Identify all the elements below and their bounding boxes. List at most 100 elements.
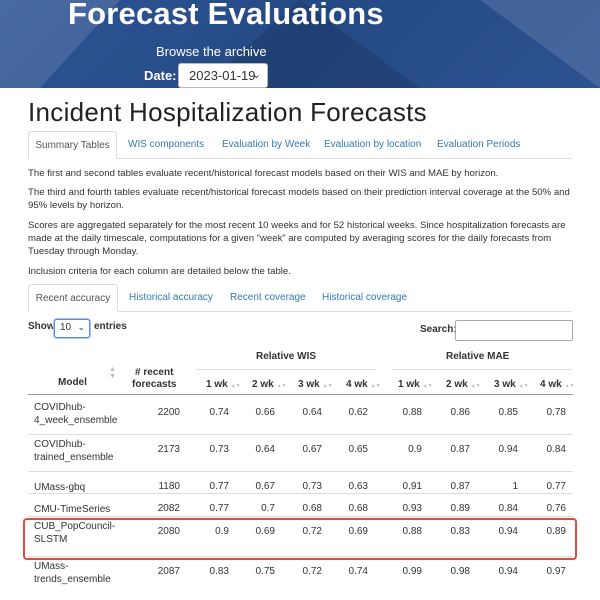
site-title: Forecast Evaluations: [68, 0, 384, 31]
col-horizon-label: 2 wk: [446, 379, 468, 390]
intro-paragraph-3: Scores are aggregated separately for the…: [28, 220, 566, 257]
mae-value-cell: 1: [512, 481, 518, 492]
sort-icon: ▲▼: [322, 383, 333, 389]
col-horizon-label: 4 wk: [346, 379, 368, 390]
sort-icon: ▲▼: [518, 383, 529, 389]
mae-value-cell: 0.89: [546, 526, 566, 537]
tab-historical-accuracy[interactable]: Historical accuracy: [129, 292, 213, 303]
tab-recent-coverage[interactable]: Recent coverage: [230, 292, 306, 303]
col-horizon-mae-3[interactable]: 3 wk ▲▼: [494, 379, 529, 390]
wis-value-cell: 0.65: [348, 444, 368, 455]
mae-value-cell: 0.91: [402, 481, 422, 492]
wis-value-cell: 0.77: [209, 503, 229, 514]
col-horizon-mae-2[interactable]: 2 wk ▲▼: [446, 379, 481, 390]
tab-evaluation-by-location[interactable]: Evaluation by location: [324, 139, 422, 150]
mae-value-cell: 0.9: [408, 444, 422, 455]
col-recent-forecasts[interactable]: # recent forecasts: [132, 367, 176, 391]
wis-value-cell: 0.64: [255, 444, 275, 455]
wis-value-cell: 0.69: [255, 526, 275, 537]
mae-value-cell: 0.98: [450, 566, 470, 577]
wis-value-cell: 0.9: [215, 526, 229, 537]
col-horizon-wis-3[interactable]: 3 wk ▲▼: [298, 379, 333, 390]
entries-length-select[interactable]: 10 ⌄: [54, 319, 90, 338]
page-title: Incident Hospitalization Forecasts: [28, 97, 427, 127]
tab-wis-components[interactable]: WIS components: [128, 139, 205, 150]
mae-value-cell: 0.94: [498, 566, 518, 577]
model-name-line2: trends_ensemble: [34, 574, 111, 585]
tab-historical-coverage[interactable]: Historical coverage: [322, 292, 408, 303]
header-bottom-line: [28, 394, 573, 395]
mae-value-cell: 0.89: [450, 503, 470, 514]
tab-recent-accuracy[interactable]: Recent accuracy: [28, 284, 118, 312]
wis-value-cell: 0.68: [348, 503, 368, 514]
col-model[interactable]: Model: [58, 377, 87, 388]
col-forecasts-line2: forecasts: [132, 379, 177, 390]
mae-value-cell: 0.84: [498, 503, 518, 514]
accuracy-tabs: Recent accuracy Historical accuracy Rece…: [28, 284, 572, 312]
archive-text: Browse the archive: [156, 44, 267, 59]
model-name-line1: UMass-: [34, 561, 69, 572]
mae-value-cell: 0.99: [402, 566, 422, 577]
col-model-label: Model: [58, 377, 87, 388]
wis-value-cell: 0.72: [302, 526, 322, 537]
col-horizon-label: 4 wk: [540, 379, 562, 390]
show-label: Show: [28, 321, 55, 332]
mae-value-cell: 0.76: [546, 503, 566, 514]
wis-value-cell: 0.66: [255, 407, 275, 418]
row-divider: [28, 493, 573, 494]
forecasts-cell: 2173: [157, 444, 180, 455]
col-horizon-mae-4[interactable]: 4 wk ▲▼: [540, 379, 575, 390]
model-name-cell: CMU-TimeSeries: [34, 503, 110, 516]
col-horizon-label: 2 wk: [252, 379, 274, 390]
model-name-cell: COVIDhub-trained_ensemble: [34, 438, 114, 464]
relative-wis-header: Relative WIS: [256, 351, 317, 362]
mae-group-divider: [392, 369, 572, 370]
sort-icon: ▲▼: [470, 383, 481, 389]
col-horizon-label: 1 wk: [398, 379, 420, 390]
wis-value-cell: 0.7: [261, 503, 275, 514]
col-horizon-mae-1[interactable]: 1 wk ▲▼: [398, 379, 433, 390]
search-input[interactable]: [455, 320, 573, 341]
wis-value-cell: 0.62: [348, 407, 368, 418]
date-label: Date:: [144, 68, 177, 83]
wis-value-cell: 0.73: [302, 481, 322, 492]
forecasts-cell: 2087: [157, 566, 180, 577]
model-name-line1: CUB_PopCouncil-: [34, 521, 116, 532]
date-select[interactable]: 2023-01-19 ⌄: [178, 63, 268, 88]
model-name-line2: trained_ensemble: [34, 452, 114, 463]
sort-icon: ▲▼: [109, 366, 116, 380]
mae-value-cell: 0.84: [546, 444, 566, 455]
forecasts-cell: 2200: [157, 407, 180, 418]
sort-icon: ▲▼: [370, 383, 381, 389]
wis-value-cell: 0.68: [302, 503, 322, 514]
col-horizon-wis-2[interactable]: 2 wk ▲▼: [252, 379, 287, 390]
forecasts-cell: 2082: [157, 503, 180, 514]
wis-group-divider: [196, 369, 376, 370]
model-name-cell: COVIDhub- 4_week_ensemble: [34, 401, 117, 427]
tab-evaluation-by-week[interactable]: Evaluation by Week: [222, 139, 311, 150]
col-horizon-wis-4[interactable]: 4 wk ▲▼: [346, 379, 381, 390]
entries-length-value: 10: [60, 322, 72, 333]
model-name-line1: COVIDhub-: [34, 439, 86, 450]
tab-evaluation-periods[interactable]: Evaluation Periods: [437, 139, 521, 150]
mae-value-cell: 0.94: [498, 444, 518, 455]
wis-value-cell: 0.64: [302, 407, 322, 418]
sort-icon: ▲▼: [422, 383, 433, 389]
model-name-cell: UMass-trends_ensemble: [34, 560, 111, 586]
wis-value-cell: 0.63: [348, 481, 368, 492]
main-tabs: Summary Tables WIS components Evaluation…: [28, 131, 572, 159]
col-horizon-wis-1[interactable]: 1 wk ▲▼: [206, 379, 241, 390]
wis-value-cell: 0.72: [302, 566, 322, 577]
mae-value-cell: 0.87: [450, 481, 470, 492]
chevron-down-icon: ⌄: [251, 69, 261, 81]
mae-value-cell: 0.88: [402, 407, 422, 418]
mae-value-cell: 0.88: [402, 526, 422, 537]
wis-value-cell: 0.67: [255, 481, 275, 492]
wis-value-cell: 0.73: [209, 444, 229, 455]
intro-paragraph-4: Inclusion criteria for each column are d…: [28, 266, 291, 277]
sort-icon: ▲▼: [230, 383, 241, 389]
sort-icon: ▲▼: [564, 383, 575, 389]
tab-summary-tables[interactable]: Summary Tables: [28, 131, 117, 159]
mae-value-cell: 0.86: [450, 407, 470, 418]
wis-value-cell: 0.83: [209, 566, 229, 577]
